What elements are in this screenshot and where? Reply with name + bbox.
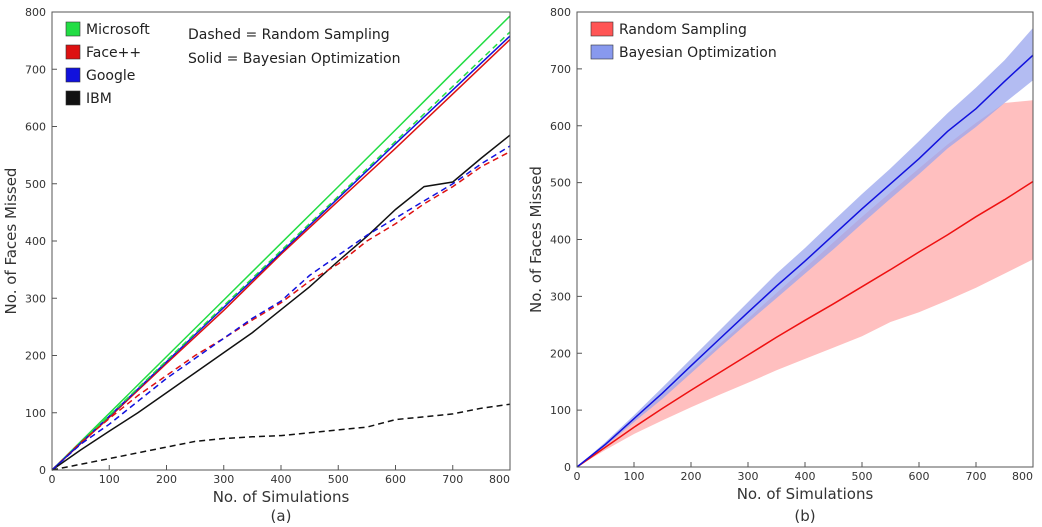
panel-b-y-tick-label-1: 100: [550, 404, 571, 417]
panel-a-y-tick-label-5: 500: [25, 178, 46, 191]
panel-b-x-tick-label-0: 0: [574, 470, 581, 483]
panel-a-legend-label-0: Microsoft: [86, 22, 150, 38]
panel-a-y-tick-label-1: 100: [25, 407, 46, 420]
panel-b-series-line-1: [576, 54, 1034, 468]
panel-a-x-tick-label-5: 500: [328, 473, 349, 486]
panel-a-x-tick-label-0: 0: [49, 473, 56, 486]
panel-b-x-tick-label-5: 500: [852, 470, 873, 483]
panel-a-y-tick-label-2: 200: [25, 350, 46, 363]
panel-b-x-axis-label: No. of Simulations: [737, 485, 874, 503]
panel-b-caption: (b): [794, 507, 815, 525]
panel-a-legend-swatch-2: [65, 67, 81, 83]
panel-b-y-tick-label-8: 800: [550, 6, 571, 19]
panel-a-legend-swatch-0: [65, 21, 81, 37]
panel-a-annotation-1: Solid = Bayesian Optimization: [188, 51, 400, 67]
panel-a-legend-label-3: IBM: [86, 91, 112, 107]
panel-b-chart: 0 100 200 300 400 500 600 700 800 0 100 200 300 400 50…: [527, 6, 1034, 525]
panel-b-y-tick-label-6: 600: [550, 120, 571, 133]
panel-a-x-axis-label: No. of Simulations: [213, 488, 350, 506]
panel-a-y-tick-label-8: 800: [25, 6, 46, 19]
panel-b-x-tick-label-2: 200: [681, 470, 702, 483]
panel-b-x-tick-label-3: 300: [738, 470, 759, 483]
panel-b-legend-swatch-1: [590, 44, 614, 60]
panel-a-annotation-0: Dashed = Random Sampling: [188, 27, 390, 43]
panel-a-legend-label-2: Google: [86, 68, 135, 84]
panel-a-series-line-3: [51, 134, 511, 471]
panel-a-y-axis-label: No. of Faces Missed: [2, 168, 20, 315]
panel-a-series-line-7: [51, 403, 511, 471]
panel-b-band-0: [577, 100, 1033, 467]
panel-a-series-line-4: [51, 31, 511, 471]
panel-a-series-line-5: [51, 151, 511, 471]
panel-a-x-tick-label-1: 100: [99, 473, 120, 486]
panel-b-x-tick-label-4: 400: [795, 470, 816, 483]
panel-a-x-tick-label-7: 700: [442, 473, 463, 486]
panel-a-y-tick-label-4: 400: [25, 235, 46, 248]
panel-a-y-tick-label-0: 0: [39, 464, 46, 477]
panel-b-legend-label-0: Random Sampling: [619, 22, 747, 38]
panel-a-legend-swatch-1: [65, 44, 81, 60]
panel-b-y-axis-label: No. of Faces Missed: [527, 166, 545, 313]
panel-b-legend-label-1: Bayesian Optimization: [619, 45, 777, 61]
panel-b-y-tick-label-2: 200: [550, 347, 571, 360]
panel-b-series-line-0: [576, 180, 1034, 468]
panel-a-chart: 0 100 200 300 400 500 600 700 800 0 100 200 300 400 50…: [2, 6, 511, 525]
panel-a-legend-swatch-3: [65, 90, 81, 106]
panel-a-x-tick-label-8: 800: [489, 473, 510, 486]
panel-b-x-tick-label-7: 700: [966, 470, 987, 483]
panel-a-series-line-1: [51, 38, 511, 471]
panel-b-x-tick-label-1: 100: [624, 470, 645, 483]
panel-a-x-tick-label-4: 400: [271, 473, 292, 486]
panel-b-y-tick-label-0: 0: [564, 461, 571, 474]
panel-a-legend-label-1: Face++: [86, 45, 141, 61]
panel-a-y-tick-label-7: 700: [25, 63, 46, 76]
panel-b-y-tick-label-5: 500: [550, 177, 571, 190]
panel-a-y-tick-label-6: 600: [25, 121, 46, 134]
panel-a-series-line-6: [51, 145, 511, 471]
panel-b-x-tick-label-6: 600: [909, 470, 930, 483]
panel-a-x-tick-label-6: 600: [385, 473, 406, 486]
panel-a-x-tick-label-2: 200: [156, 473, 177, 486]
panel-b-y-tick-label-4: 400: [550, 234, 571, 247]
panel-a-y-tick-label-3: 300: [25, 292, 46, 305]
panel-b-legend-swatch-0: [590, 21, 614, 37]
panel-b-x-tick-label-8: 800: [1012, 470, 1033, 483]
panel-a-x-tick-label-3: 300: [213, 473, 234, 486]
panel-a-caption: (a): [271, 507, 292, 525]
panel-b-y-tick-label-7: 700: [550, 63, 571, 76]
panel-b-y-tick-label-3: 300: [550, 290, 571, 303]
panel-a-series-line-0: [51, 15, 511, 471]
